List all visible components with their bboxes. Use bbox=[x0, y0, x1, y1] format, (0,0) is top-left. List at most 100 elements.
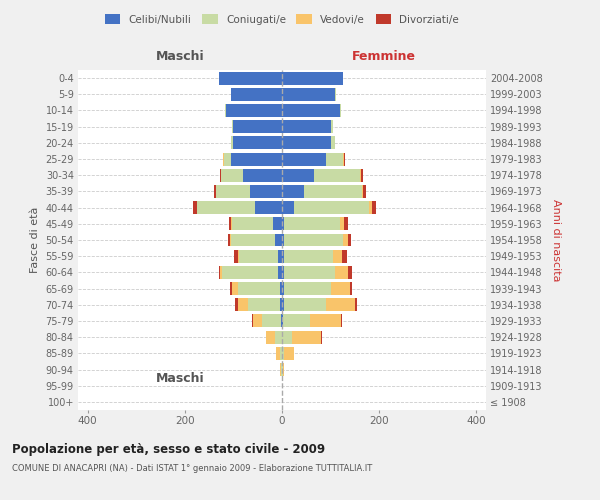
Text: Popolazione per età, sesso e stato civile - 2009: Popolazione per età, sesso e stato civil… bbox=[12, 442, 325, 456]
Bar bbox=[222, 266, 278, 279]
Bar bbox=[214, 185, 217, 198]
Bar bbox=[331, 120, 333, 133]
Bar bbox=[360, 169, 361, 181]
Legend: Celibi/Nubili, Coniugati/e, Vedovi/e, Divorziati/e: Celibi/Nubili, Coniugati/e, Vedovi/e, Di… bbox=[101, 10, 463, 29]
Bar bbox=[294, 201, 370, 214]
Bar bbox=[223, 152, 224, 166]
Bar bbox=[276, 347, 280, 360]
Bar bbox=[273, 218, 282, 230]
Bar bbox=[282, 234, 284, 246]
Bar bbox=[275, 234, 282, 246]
Bar bbox=[284, 250, 333, 262]
Bar bbox=[235, 298, 238, 311]
Bar bbox=[231, 152, 282, 166]
Bar bbox=[227, 234, 230, 246]
Bar bbox=[282, 136, 331, 149]
Bar bbox=[238, 282, 280, 295]
Bar bbox=[304, 185, 362, 198]
Bar bbox=[284, 298, 326, 311]
Bar bbox=[280, 298, 282, 311]
Bar bbox=[197, 201, 255, 214]
Bar bbox=[217, 185, 250, 198]
Bar bbox=[340, 218, 344, 230]
Bar bbox=[226, 104, 282, 117]
Text: Maschi: Maschi bbox=[155, 372, 205, 386]
Bar bbox=[282, 363, 283, 376]
Bar bbox=[370, 201, 372, 214]
Bar bbox=[282, 201, 294, 214]
Text: Femmine: Femmine bbox=[352, 50, 416, 63]
Bar bbox=[282, 120, 331, 133]
Bar bbox=[331, 136, 335, 149]
Bar bbox=[193, 201, 197, 214]
Bar bbox=[248, 298, 280, 311]
Bar bbox=[282, 88, 335, 101]
Bar bbox=[280, 282, 282, 295]
Bar bbox=[321, 330, 322, 344]
Bar bbox=[243, 169, 282, 181]
Bar bbox=[341, 314, 342, 328]
Bar bbox=[281, 363, 282, 376]
Bar bbox=[335, 88, 337, 101]
Bar bbox=[232, 218, 273, 230]
Bar bbox=[275, 330, 282, 344]
Bar bbox=[282, 314, 283, 328]
Bar bbox=[239, 250, 278, 262]
Bar bbox=[292, 330, 321, 344]
Bar bbox=[284, 234, 343, 246]
Bar bbox=[219, 266, 220, 279]
Bar bbox=[347, 266, 352, 279]
Bar bbox=[310, 314, 341, 328]
Bar bbox=[221, 169, 243, 181]
Bar bbox=[232, 120, 233, 133]
Bar bbox=[282, 330, 292, 344]
Bar bbox=[284, 218, 340, 230]
Bar bbox=[282, 266, 284, 279]
Bar bbox=[224, 152, 231, 166]
Bar bbox=[250, 185, 282, 198]
Bar bbox=[231, 136, 233, 149]
Bar bbox=[234, 250, 238, 262]
Text: Maschi: Maschi bbox=[155, 50, 205, 63]
Bar bbox=[233, 120, 282, 133]
Bar bbox=[347, 234, 352, 246]
Bar bbox=[278, 266, 282, 279]
Bar bbox=[284, 347, 294, 360]
Bar bbox=[326, 152, 343, 166]
Bar bbox=[252, 314, 253, 328]
Bar bbox=[231, 234, 275, 246]
Bar bbox=[220, 169, 221, 181]
Bar bbox=[350, 282, 352, 295]
Bar bbox=[220, 266, 222, 279]
Bar bbox=[233, 136, 282, 149]
Bar bbox=[282, 169, 314, 181]
Bar bbox=[331, 282, 350, 295]
Bar bbox=[363, 185, 365, 198]
Bar bbox=[343, 234, 347, 246]
Bar bbox=[238, 298, 248, 311]
Bar bbox=[219, 72, 282, 85]
Bar bbox=[372, 201, 376, 214]
Bar bbox=[282, 104, 340, 117]
Bar bbox=[253, 314, 262, 328]
Bar bbox=[340, 104, 341, 117]
Bar bbox=[282, 250, 284, 262]
Bar bbox=[326, 298, 355, 311]
Bar bbox=[282, 282, 284, 295]
Bar bbox=[282, 298, 284, 311]
Bar bbox=[344, 218, 348, 230]
Bar bbox=[283, 363, 284, 376]
Bar bbox=[280, 363, 281, 376]
Bar bbox=[314, 169, 360, 181]
Bar bbox=[255, 201, 282, 214]
Bar bbox=[278, 250, 282, 262]
Bar bbox=[282, 185, 304, 198]
Bar bbox=[335, 266, 347, 279]
Bar bbox=[230, 282, 232, 295]
Bar bbox=[282, 218, 284, 230]
Bar bbox=[238, 250, 239, 262]
Y-axis label: Fasce di età: Fasce di età bbox=[30, 207, 40, 273]
Y-axis label: Anni di nascita: Anni di nascita bbox=[551, 198, 561, 281]
Bar bbox=[282, 72, 343, 85]
Bar bbox=[280, 347, 282, 360]
